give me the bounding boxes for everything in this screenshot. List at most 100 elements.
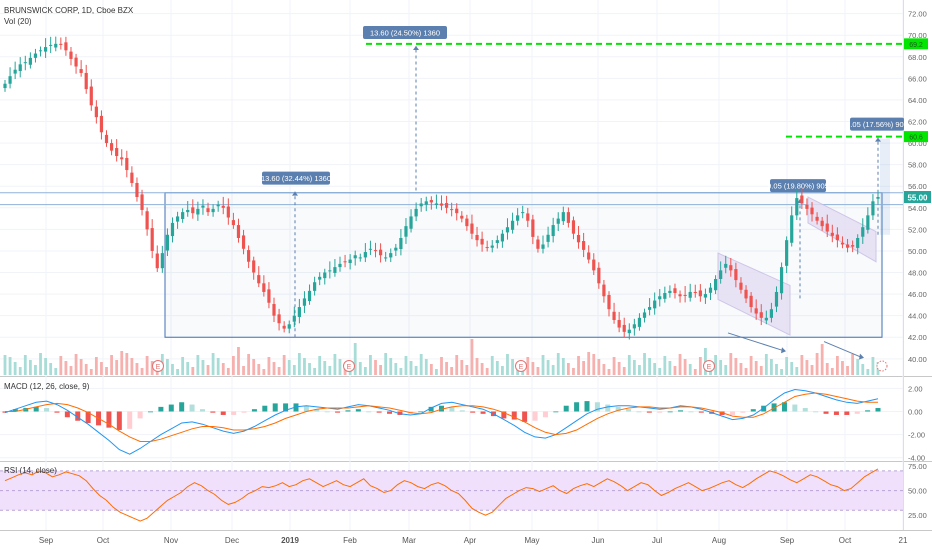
candle-body: [602, 284, 606, 297]
volume-bar: [561, 358, 565, 375]
candle-body: [419, 203, 423, 207]
volume-bar: [602, 364, 606, 375]
candle-body: [307, 290, 312, 301]
volume-bar: [435, 369, 438, 375]
candle-body: [653, 300, 657, 309]
candle-body: [404, 226, 408, 237]
earnings-marker-upcoming[interactable]: [876, 360, 888, 372]
candle-body: [688, 291, 692, 298]
candle-body: [333, 267, 337, 273]
candle-body: [38, 50, 43, 52]
measure-right-label-bg: [770, 179, 826, 193]
macd-histogram-bar: [833, 411, 839, 415]
volume-bar: [754, 361, 758, 375]
macd-histogram-bar: [480, 411, 486, 414]
macd-histogram-bar: [345, 410, 351, 412]
earnings-marker[interactable]: [152, 360, 164, 372]
volume-bar: [150, 361, 154, 375]
rsi-line: [4, 468, 879, 522]
volume-bar: [140, 368, 144, 375]
target-price-badge: [904, 38, 928, 50]
macd-label: MACD (12, 26, close, 9): [4, 382, 90, 391]
candle-body: [120, 157, 124, 160]
measure-far-label: 9.05 (17.56%) 905: [846, 120, 908, 129]
earnings-marker[interactable]: [703, 360, 715, 372]
volume-bar: [135, 363, 139, 375]
earnings-marker[interactable]: [515, 360, 527, 372]
candle-body: [378, 249, 383, 256]
macd-histogram-bar: [574, 402, 580, 412]
candle-body: [724, 263, 728, 268]
candle-body: [566, 212, 570, 223]
candle-body: [175, 216, 180, 222]
measure-right-label: 9.05 (19.80%) 905: [767, 182, 829, 191]
price-tick-label: 72.00: [908, 10, 927, 19]
candle-body: [302, 298, 307, 306]
candle-body: [444, 203, 449, 208]
candle-body: [343, 261, 347, 263]
volume-bar: [856, 359, 860, 375]
candle-body: [211, 208, 215, 213]
volume-bar: [632, 360, 636, 375]
candle-body: [150, 228, 154, 251]
volume-bar: [693, 369, 697, 375]
macd-histogram-bar: [335, 411, 341, 413]
candle-body: [89, 86, 93, 106]
candle-body: [668, 290, 672, 294]
volume-bar: [13, 362, 17, 375]
price-tick-label: 50.00: [908, 247, 927, 256]
candle-body: [835, 234, 839, 241]
volume-bar: [89, 369, 93, 375]
macd-histogram-bar: [75, 411, 81, 421]
volume-bar: [460, 360, 464, 375]
target-price-badge: [904, 131, 928, 143]
volume-bar: [125, 353, 129, 375]
earnings-marker[interactable]: [343, 360, 355, 372]
candle-body: [556, 218, 560, 224]
volume-bar: [18, 367, 22, 375]
volume-bar: [541, 355, 545, 375]
volume-bar: [658, 368, 662, 375]
volume-bar: [221, 363, 225, 375]
volume-bar: [724, 365, 728, 375]
candle-body: [632, 324, 636, 329]
candle-body: [475, 234, 479, 241]
candle-body: [434, 203, 439, 205]
candle-body: [18, 64, 22, 72]
volume-bar: [379, 365, 382, 375]
candle-body: [774, 291, 779, 307]
candle-body: [754, 308, 758, 314]
volume-bar: [536, 367, 540, 375]
candle-body: [13, 69, 17, 74]
macd-histogram-bar: [553, 411, 559, 413]
macd-histogram-bar: [740, 411, 746, 413]
volume-bar: [480, 363, 484, 375]
volume-bar: [866, 369, 870, 375]
candle-body: [678, 294, 682, 297]
candle-body: [582, 241, 586, 250]
time-axis-label: May: [524, 536, 539, 545]
candle-body: [526, 213, 530, 221]
volume-bar: [247, 354, 251, 375]
price-tick-label: 62.00: [908, 118, 927, 127]
candle-body: [744, 289, 748, 299]
macd-histogram-bar: [719, 411, 725, 415]
volume-bar: [303, 358, 306, 375]
candle-body: [130, 172, 134, 183]
time-axis-label: Apr: [464, 536, 477, 545]
earnings-marker-label: E: [519, 364, 524, 371]
candle-body: [703, 294, 708, 298]
candle-body: [500, 233, 505, 242]
candle-body: [536, 239, 540, 249]
candle-body: [206, 208, 210, 213]
candle-body: [49, 44, 53, 46]
candle-body: [125, 157, 129, 171]
volume-bar: [759, 366, 763, 375]
macd-histogram-bar: [148, 411, 153, 413]
volume-bar: [353, 343, 357, 375]
volume-bar: [262, 369, 266, 375]
volume-bar: [394, 363, 398, 375]
volume-bar: [668, 361, 672, 375]
volume-bar: [825, 363, 829, 375]
